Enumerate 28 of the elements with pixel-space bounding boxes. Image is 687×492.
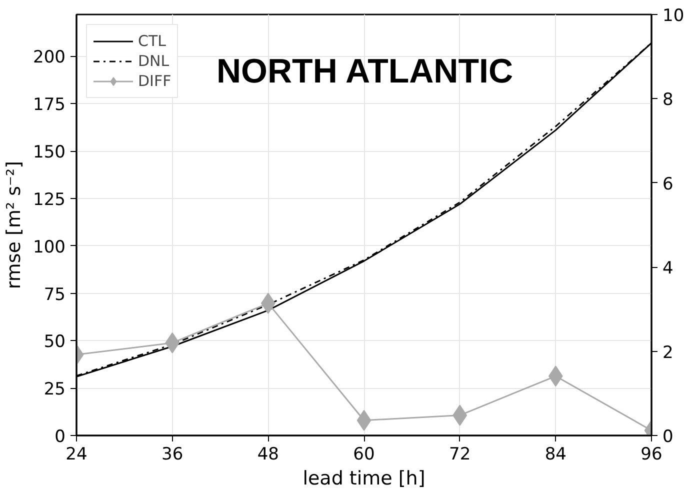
x-tick-label: 60 <box>353 444 375 464</box>
x-axis-title: lead time [h] <box>302 468 426 490</box>
y2-tick-label: 6 <box>662 174 674 194</box>
text: NORTH ATLANTIC <box>216 52 514 90</box>
x-tick-label: 84 <box>544 444 566 464</box>
legend-label: DIFF <box>138 72 172 90</box>
y2-tick-label: 2 <box>662 342 674 363</box>
x-tick-label: 24 <box>66 444 88 464</box>
y-tick-label: 175 <box>33 95 66 116</box>
y-axis-title: rmse [m² s⁻²] <box>3 160 26 290</box>
y-tick-label: 25 <box>44 380 66 400</box>
x-tick-label: 48 <box>257 444 279 464</box>
y2-tick-label: 0 <box>662 427 674 447</box>
y-tick-label: 50 <box>44 332 66 352</box>
legend-label: CTL <box>138 32 166 50</box>
y2-tick-label: 4 <box>662 258 674 279</box>
y2-tick-label: 8 <box>662 90 674 110</box>
y-tick-label: 125 <box>33 190 66 210</box>
y-tick-label: 75 <box>44 284 66 305</box>
y2-tick-label: 10 <box>662 6 684 26</box>
y-tick-label: 100 <box>33 237 66 258</box>
y-tick-label: 0 <box>54 427 66 447</box>
x-tick-label: 72 <box>449 444 471 464</box>
x-tick-label: 96 <box>640 444 662 464</box>
y-tick-label: 150 <box>33 142 66 163</box>
y-tick-label: 200 <box>33 48 66 68</box>
x-tick-label: 36 <box>162 444 184 464</box>
legend-label: DNL <box>138 52 170 70</box>
